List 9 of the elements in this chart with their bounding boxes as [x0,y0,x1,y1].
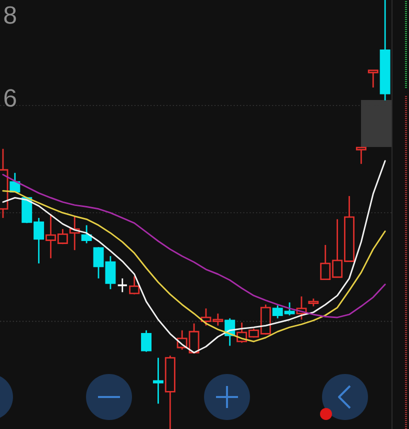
candlestick [152,357,164,404]
candlestick [368,70,378,88]
candlestick [81,224,92,244]
annotation: 6 [4,89,16,107]
candlestick [141,330,152,352]
candlestick [356,146,366,165]
candlestick [116,278,128,293]
candlestick [69,216,80,251]
annotation: 8 [4,6,16,24]
